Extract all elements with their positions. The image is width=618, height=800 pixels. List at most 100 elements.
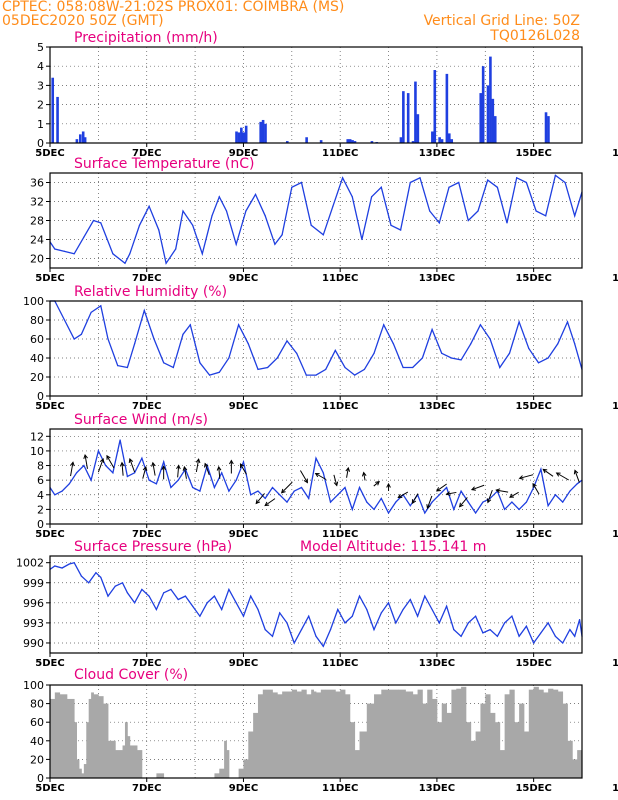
pres-point — [141, 588, 143, 591]
temp-point — [322, 234, 324, 236]
cloud-bar — [248, 731, 254, 778]
xtick-label: 5DEC — [35, 658, 64, 669]
ytick-label: 60 — [30, 716, 44, 729]
cloud-bar — [81, 773, 85, 778]
rh-point — [238, 324, 240, 326]
pres-point — [61, 567, 63, 569]
xtick-label: 5DEC — [35, 148, 64, 159]
pres-point — [73, 562, 75, 564]
precip-bar — [440, 139, 444, 143]
cloud-bar — [115, 750, 123, 778]
pres-point — [329, 628, 332, 631]
pres-point — [467, 622, 469, 624]
temp-point — [92, 219, 95, 222]
rh-point — [107, 338, 109, 340]
wind-arrow-shaft — [459, 497, 468, 507]
cloud-bar — [54, 692, 61, 778]
wind-arrow — [255, 493, 265, 505]
temp-point — [165, 262, 167, 264]
wind-point — [387, 512, 390, 514]
wind-point — [373, 508, 375, 510]
cloud-bar — [214, 773, 220, 778]
rh-point — [126, 366, 128, 369]
pres-point — [107, 595, 109, 597]
cloud-bar — [514, 722, 520, 778]
pres-point — [416, 615, 419, 617]
wind-arrow-head — [151, 461, 156, 467]
temp-point — [291, 186, 293, 188]
rh-point — [354, 374, 356, 376]
xtick-label: 9DEC — [229, 658, 258, 669]
rh-point — [508, 352, 511, 354]
rh-point — [392, 343, 394, 345]
ytick-label: 990 — [23, 637, 44, 650]
precip-bar — [450, 139, 454, 143]
wind-arrow — [435, 483, 447, 492]
cloud-bar — [465, 722, 472, 778]
pres-point — [300, 628, 303, 631]
cloud-bar — [88, 698, 92, 778]
pres-point — [121, 582, 124, 584]
ytick-label: 1 — [37, 118, 44, 131]
temp-point — [448, 186, 450, 188]
cloud-bar — [359, 731, 368, 778]
wind-point — [192, 486, 194, 489]
pres-point — [445, 605, 448, 607]
ytick-label: 100 — [23, 679, 44, 692]
cloud-bar — [124, 722, 128, 778]
precip-bar — [244, 125, 248, 143]
wind-point — [126, 475, 128, 478]
xtick-label: 5DEC — [35, 783, 64, 794]
wind-arrow-head — [435, 487, 441, 492]
panel-title: Surface Wind (m/s) — [74, 412, 208, 428]
xtick-label: 15DEC — [515, 148, 551, 159]
cloud-bar — [59, 694, 68, 778]
wind-point — [337, 494, 339, 496]
temp-point — [390, 224, 392, 226]
wind-arrow-shaft — [97, 458, 104, 473]
rh-point — [479, 324, 482, 326]
xtick-label: 7DEC — [132, 783, 161, 794]
cloud-bar — [562, 703, 568, 778]
wind-point — [576, 483, 578, 485]
wind-point — [83, 464, 85, 467]
temp-point — [235, 243, 237, 245]
ytick-label: 3 — [37, 79, 44, 92]
rh-point — [402, 366, 404, 369]
wind-arrow — [555, 472, 569, 481]
wind-point — [112, 472, 114, 474]
cloud-bar — [325, 689, 336, 778]
rh-point — [90, 311, 92, 313]
xtick-label: 7DEC — [132, 529, 161, 540]
temp-point — [506, 222, 508, 224]
pres-series-line — [49, 561, 583, 648]
wind-arrow-head — [426, 504, 431, 510]
rh-point — [172, 366, 174, 369]
wind-point — [300, 486, 303, 489]
wind-arrow-head — [445, 491, 451, 496]
ytick-label: 8 — [37, 460, 44, 473]
wind-arrow-shaft — [152, 462, 156, 476]
panel-annotation: Model Altitude: 115.141 m — [300, 539, 486, 555]
cloud-bar — [316, 692, 322, 778]
ytick-label: 1002 — [16, 557, 44, 570]
wind-point — [141, 457, 143, 459]
pres-point — [293, 642, 295, 644]
xtick-label: 7DEC — [132, 658, 161, 669]
wind-point — [518, 508, 520, 510]
ytick-label: 40 — [30, 735, 44, 748]
temp-point — [564, 181, 566, 184]
wind-arrow — [70, 461, 75, 477]
temp-point — [138, 224, 141, 226]
cloud-bar — [388, 689, 399, 778]
cloud-bar — [427, 689, 433, 778]
pres-point — [54, 565, 56, 567]
wind-point — [431, 501, 433, 503]
wind-point — [424, 512, 426, 514]
rh-point — [431, 328, 433, 331]
temp-point — [380, 186, 382, 188]
wind-arrow-head — [119, 461, 125, 467]
wind-arrow-head — [142, 466, 148, 472]
wind-arrow-shaft — [121, 462, 124, 476]
cloud-bar — [224, 740, 227, 778]
